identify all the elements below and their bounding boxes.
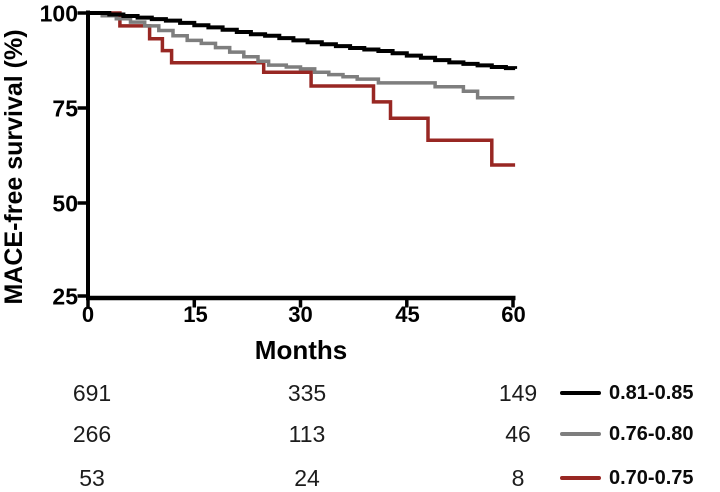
survival-chart: 100 75 50 25 0 15 30 45 60 Months MACE-f… xyxy=(0,1,526,366)
risk-value: 113 xyxy=(288,421,326,447)
risk-value: 53 xyxy=(79,465,105,491)
legend-label: 0.70-0.75 xyxy=(609,466,694,489)
legend-item-0.70-0.75: 0.70-0.75 xyxy=(560,465,694,491)
y-axis-title: MACE-free survival (%) xyxy=(0,29,28,304)
legend-line-gray xyxy=(560,431,601,437)
risk-value: 8 xyxy=(511,465,525,491)
y-tick-label-100: 100 xyxy=(40,1,78,27)
legend-item-0.81-0.85: 0.81-0.85 xyxy=(560,380,694,406)
risk-value: 691 xyxy=(72,380,112,406)
x-tick-label-0: 0 xyxy=(82,302,94,327)
legend-label: 0.76-0.80 xyxy=(609,422,694,445)
risk-value: 335 xyxy=(287,380,327,406)
risk-value: 149 xyxy=(498,380,538,406)
risk-value: 46 xyxy=(505,421,531,447)
legend-item-0.76-0.80: 0.76-0.80 xyxy=(560,421,694,447)
y-tick-label-75: 75 xyxy=(52,96,78,122)
series-line-0.76-0.80 xyxy=(88,11,515,100)
legend-label: 0.81-0.85 xyxy=(609,381,694,404)
risk-value: 24 xyxy=(294,465,320,491)
series-line-0.81-0.85 xyxy=(88,11,518,71)
x-tick-label-45: 45 xyxy=(395,302,419,327)
x-tick-label-15: 15 xyxy=(183,302,207,327)
x-tick-label-30: 30 xyxy=(288,302,312,327)
legend-line-red xyxy=(560,475,601,481)
series-line-0.70-0.75 xyxy=(88,11,516,167)
x-tick-label-60: 60 xyxy=(501,302,525,327)
x-axis-title: Months xyxy=(255,335,347,365)
y-tick-label-25: 25 xyxy=(52,284,78,310)
legend-line-black xyxy=(560,390,601,396)
risk-value: 266 xyxy=(72,421,112,447)
y-tick-label-50: 50 xyxy=(52,191,78,217)
